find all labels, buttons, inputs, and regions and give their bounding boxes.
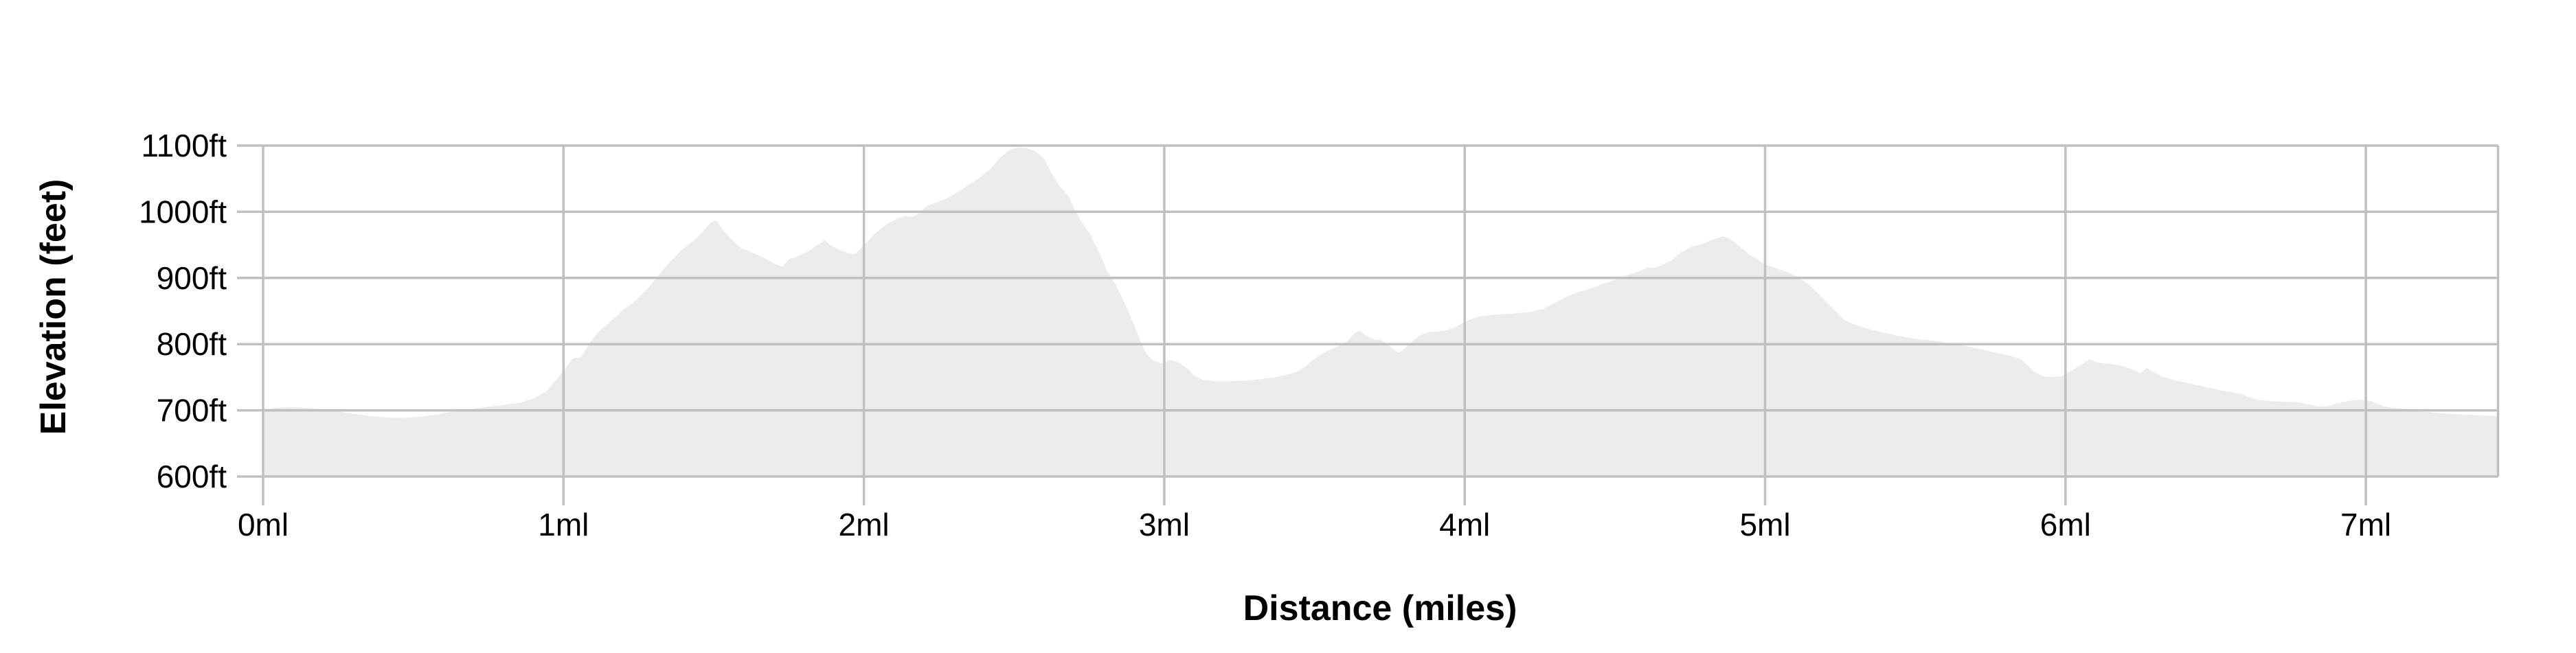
area-layer [263, 147, 2498, 477]
y-tick-label: 700ft [157, 393, 227, 428]
y-tick-label: 1100ft [142, 128, 227, 163]
y-tick-label: 900ft [157, 260, 227, 296]
grid-layer [237, 144, 2500, 505]
x-tick-label: 7ml [2340, 507, 2391, 542]
y-tick-label: 1000ft [139, 194, 227, 229]
elevation-area [263, 147, 2498, 477]
x-tick-label: 2ml [839, 507, 890, 542]
x-tick-label: 3ml [1139, 507, 1190, 542]
x-tick-label: 1ml [538, 507, 589, 542]
x-tick-label: 6ml [2040, 507, 2091, 542]
x-tick-label: 4ml [1439, 507, 1490, 542]
y-tick-label: 800ft [157, 326, 227, 362]
y-tick-label: 600ft [157, 459, 227, 494]
y-axis-title: Elevation (feet) [34, 179, 74, 435]
x-tick-label: 5ml [1739, 507, 1790, 542]
x-axis-title: Distance (miles) [1243, 588, 1517, 628]
x-tick-label: 0ml [238, 507, 289, 542]
tick-label-layer: 600ft 700ft 800ft 900ft 1000ft 1100ft 0ml 1ml 2m… [139, 128, 2391, 542]
